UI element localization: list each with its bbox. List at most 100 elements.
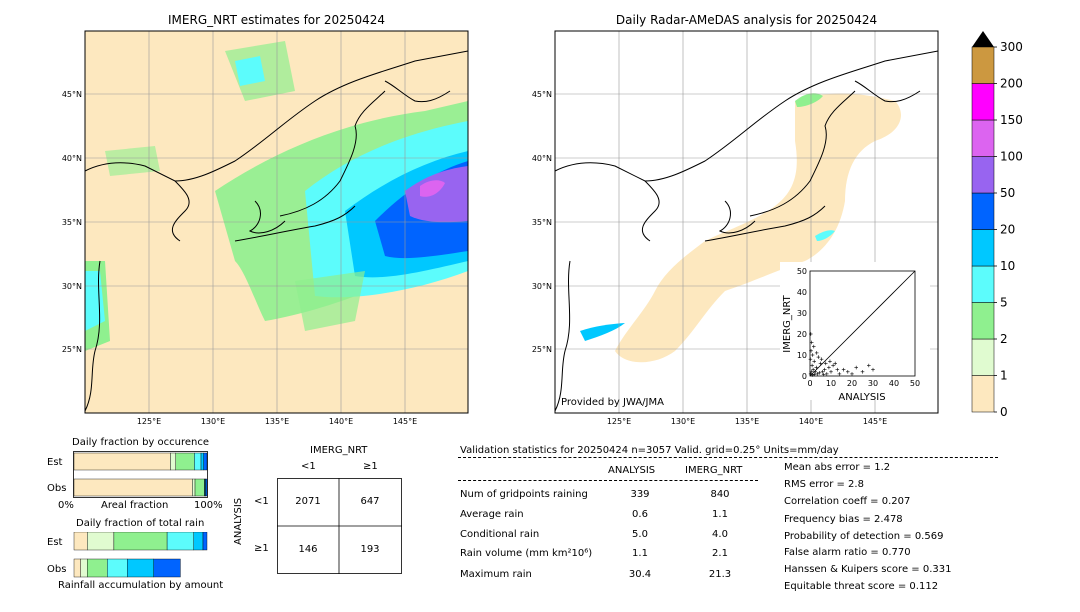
colorbar-cell [971, 192, 995, 230]
scatter-point [867, 363, 871, 368]
fraction-segment [107, 558, 128, 578]
scatter-xtick: 40 [889, 379, 899, 388]
left-grid [85, 31, 468, 413]
occurrence-title: Daily fraction by occurence [72, 437, 210, 448]
contingency-row-lt1: <1 [254, 496, 269, 507]
occurrence-est-label: Est [47, 457, 63, 468]
left-map-frame [84, 30, 469, 414]
fraction-segment [73, 532, 88, 551]
score-freq-bias: Frequency bias = 2.478 [784, 514, 903, 525]
fraction-segment [175, 452, 195, 471]
occurrence-axis-left: 0% [58, 500, 74, 511]
contingency-col-lt1: <1 [301, 461, 316, 472]
validation-row-imerg: 21.3 [708, 569, 732, 580]
scatter-xtick: 10 [826, 379, 836, 388]
score-hk: Hanssen & Kuipers score = 0.331 [784, 564, 952, 575]
fraction-segment [73, 558, 81, 578]
scatter-point [811, 367, 815, 372]
fraction-segment [200, 452, 204, 471]
left-lon-125: 125°E [137, 417, 161, 426]
left-map-title: IMERG_NRT estimates for 20250424 [168, 13, 385, 27]
validation-divider [458, 457, 998, 458]
contingency-row-ge1: ≥1 [254, 543, 269, 554]
scatter-point [829, 370, 833, 374]
occurrence-obs-label: Obs [47, 483, 67, 494]
right-map-title: Daily Radar-AMeDAS analysis for 20250424 [615, 13, 878, 27]
colorbar-label: 50 [1000, 186, 1015, 200]
colorbar-cell [971, 119, 995, 157]
scatter-point [809, 349, 813, 353]
scatter-point [827, 365, 831, 370]
validation-row-imerg: 2.1 [712, 548, 728, 559]
scatter-point [871, 367, 875, 372]
scatter-point [813, 370, 818, 374]
left-lat-40: 40°N [62, 154, 82, 163]
scatter-ytick: 10 [797, 351, 807, 360]
colorbar: 0 1 2 5 10 20 50 100 150 200 300 [971, 31, 1023, 419]
scatter-ytick: 20 [797, 330, 807, 339]
scatter-points [808, 332, 875, 377]
left-lat-30: 30°N [62, 282, 82, 291]
right-rain-south [580, 323, 625, 341]
score-corr: Correlation coeff = 0.207 [784, 496, 911, 507]
contingency-col-ge1: ≥1 [363, 461, 378, 472]
score-rmse: RMS error = 2.8 [784, 479, 864, 490]
colorbar-label: 1 [1000, 369, 1008, 383]
validation-row-imerg: 1.1 [712, 509, 728, 520]
scatter-ytick: 30 [797, 309, 807, 318]
scatter-point [860, 370, 865, 374]
scatter-point [810, 363, 814, 368]
total-rain-obs-label: Obs [47, 564, 67, 575]
fraction-segment [170, 452, 176, 471]
occurrence-est-bar [73, 452, 208, 471]
scatter-point [821, 372, 826, 377]
colorbar-label: 100 [1000, 150, 1023, 164]
scatter-point [810, 373, 815, 377]
colorbar-label: 300 [1000, 40, 1023, 54]
scatter-point [831, 363, 835, 368]
right-coastline [554, 50, 939, 412]
contingency-c: 146 [298, 544, 318, 555]
total-rain-obs-bar [73, 558, 181, 578]
colorbar-cell [971, 338, 995, 376]
right-coverage [615, 93, 901, 363]
left-lat-45: 45°N [62, 90, 82, 99]
scatter-point [817, 371, 822, 375]
colorbar-cell [971, 375, 995, 413]
scatter-xtick: 20 [847, 379, 857, 388]
total-rain-est-label: Est [47, 537, 63, 548]
scatter-xtick: 0 [807, 379, 812, 388]
right-lon-130: 130°E [671, 417, 695, 426]
left-coastline [84, 50, 469, 412]
total-rain-est-bar [73, 532, 208, 551]
validation-row-analysis: 30.4 [628, 569, 652, 580]
colorbar-cell [971, 229, 995, 267]
contingency-a: 2071 [295, 496, 321, 507]
scatter-point [815, 372, 820, 376]
colorbar-label: 0 [1000, 405, 1008, 419]
fraction-segment [87, 532, 115, 551]
fraction-segment [73, 452, 171, 471]
colorbar-cells [971, 46, 995, 413]
score-ets: Equitable threat score = 0.112 [784, 581, 939, 592]
scatter-point [823, 361, 828, 366]
score-far: False alarm ratio = 0.770 [784, 547, 911, 558]
validation-col-analysis: ANALYSIS [608, 465, 656, 476]
left-lat-labels: 45°N 40°N 35°N 30°N 25°N [62, 90, 82, 354]
scatter-point [819, 357, 824, 361]
colorbar-label: 5 [1000, 296, 1008, 310]
scatter-point [814, 351, 819, 355]
fraction-segment [166, 532, 194, 551]
right-lat-45: 45°N [532, 90, 552, 99]
left-lon-labels: 125°E 130°E 135°E 140°E 145°E [137, 417, 417, 426]
score-mae: Mean abs error = 1.2 [784, 462, 891, 473]
fraction-segment [203, 452, 208, 471]
left-lon-140: 140°E [329, 417, 353, 426]
scatter-point [814, 365, 819, 370]
colorbar-label: 10 [1000, 259, 1015, 273]
fraction-segment [192, 478, 196, 497]
total-rain-title: Daily fraction of total rain [76, 518, 205, 529]
validation-header: Validation statistics for 20250424 n=305… [460, 445, 839, 456]
scatter-point [809, 340, 814, 345]
scatter-diagonal [809, 270, 916, 377]
